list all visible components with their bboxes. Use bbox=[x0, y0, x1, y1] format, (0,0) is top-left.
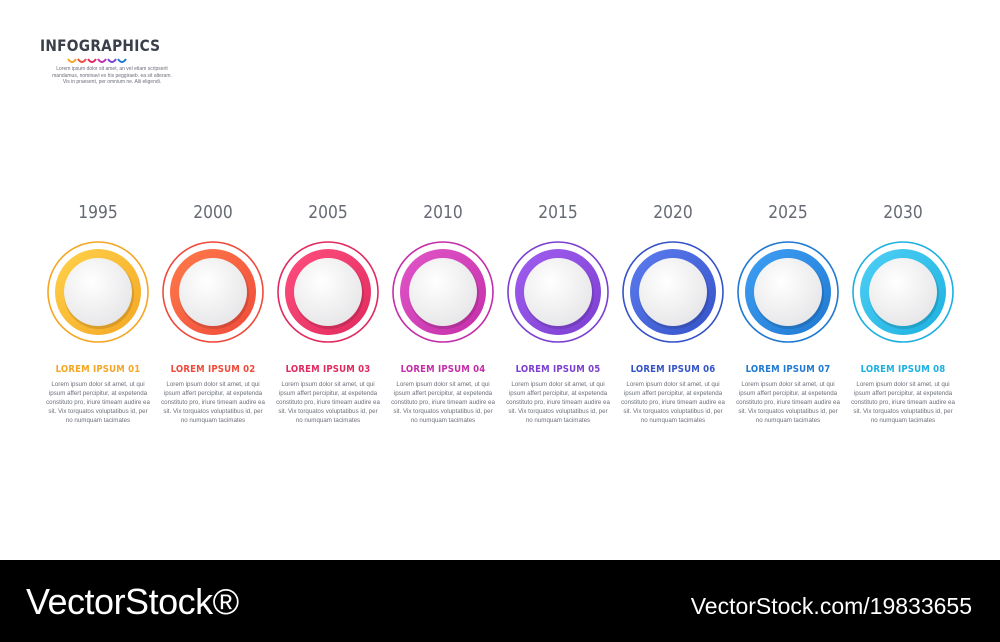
infographic-canvas: INFOGRAPHICS Lorem ipsum dolor sit amet,… bbox=[0, 0, 1000, 560]
step-description: Lorem ipsum dolor sit amet, ut qui ipsum… bbox=[506, 381, 610, 424]
step-label: LOREM IPSUM 06 bbox=[630, 364, 716, 375]
footer-logo-text: VectorStock® bbox=[26, 581, 239, 622]
step-label: LOREM IPSUM 07 bbox=[745, 364, 831, 375]
step-label: LOREM IPSUM 05 bbox=[515, 364, 601, 375]
step-circle-icon bbox=[276, 240, 380, 344]
step-label: LOREM IPSUM 02 bbox=[170, 364, 256, 375]
step-description: Lorem ipsum dolor sit amet, ut qui ipsum… bbox=[161, 381, 265, 424]
timeline-step: 2015 LOREM IPSUM 05 Lorem ipsum dolor sit … bbox=[503, 200, 613, 426]
footer-image-id: VectorStock.com/19833655 bbox=[690, 593, 972, 619]
wave-icon bbox=[67, 58, 127, 63]
timeline-step: 2030 LOREM IPSUM 08 Lorem ipsum dolor sit … bbox=[848, 200, 958, 426]
step-description: Lorem ipsum dolor sit amet, ut qui ipsum… bbox=[391, 381, 495, 424]
step-year: 2020 bbox=[653, 202, 693, 223]
step-description: Lorem ipsum dolor sit amet, ut qui ipsum… bbox=[851, 381, 955, 424]
step-label: LOREM IPSUM 04 bbox=[400, 364, 486, 375]
step-label: LOREM IPSUM 08 bbox=[860, 364, 946, 375]
step-year: 2015 bbox=[538, 202, 578, 223]
step-circle-icon bbox=[506, 240, 610, 344]
step-year: 2010 bbox=[423, 202, 463, 223]
timeline-step: 2005 LOREM IPSUM 03 Lorem ipsum dolor sit … bbox=[273, 200, 383, 426]
timeline-step: 2020 LOREM IPSUM 06 Lorem ipsum dolor sit … bbox=[618, 200, 728, 426]
step-circle-icon bbox=[391, 240, 495, 344]
step-description: Lorem ipsum dolor sit amet, ut qui ipsum… bbox=[276, 381, 380, 424]
step-year: 1995 bbox=[78, 202, 118, 223]
brand-title: INFOGRAPHICS bbox=[40, 36, 161, 55]
step-circle-icon bbox=[851, 240, 955, 344]
brand-block: INFOGRAPHICS Lorem ipsum dolor sit amet,… bbox=[40, 36, 180, 85]
brand-description: Lorem ipsum dolor sit amet, an vel etiam… bbox=[52, 66, 172, 85]
step-circle-icon bbox=[46, 240, 150, 344]
step-year: 2025 bbox=[768, 202, 808, 223]
timeline-step: 2010 LOREM IPSUM 04 Lorem ipsum dolor sit … bbox=[388, 200, 498, 426]
step-label: LOREM IPSUM 01 bbox=[55, 364, 141, 375]
step-description: Lorem ipsum dolor sit amet, ut qui ipsum… bbox=[736, 381, 840, 424]
step-year: 2000 bbox=[193, 202, 233, 223]
step-circle-icon bbox=[621, 240, 725, 344]
watermark-footer: VectorStock® VectorStock.com/19833655 bbox=[0, 560, 1000, 642]
timeline-step: 2000 LOREM IPSUM 02 Lorem ipsum dolor sit … bbox=[158, 200, 268, 426]
step-label: LOREM IPSUM 03 bbox=[285, 364, 371, 375]
timeline-step: 2025 LOREM IPSUM 07 Lorem ipsum dolor sit … bbox=[733, 200, 843, 426]
step-year: 2030 bbox=[883, 202, 923, 223]
step-description: Lorem ipsum dolor sit amet, ut qui ipsum… bbox=[621, 381, 725, 424]
step-circle-icon bbox=[736, 240, 840, 344]
step-circle-icon bbox=[161, 240, 265, 344]
step-description: Lorem ipsum dolor sit amet, ut qui ipsum… bbox=[46, 381, 150, 424]
timeline-step: 1995 LOREM IPSUM 01 Lorem ipsum dolor sit … bbox=[43, 200, 153, 426]
step-year: 2005 bbox=[308, 202, 348, 223]
